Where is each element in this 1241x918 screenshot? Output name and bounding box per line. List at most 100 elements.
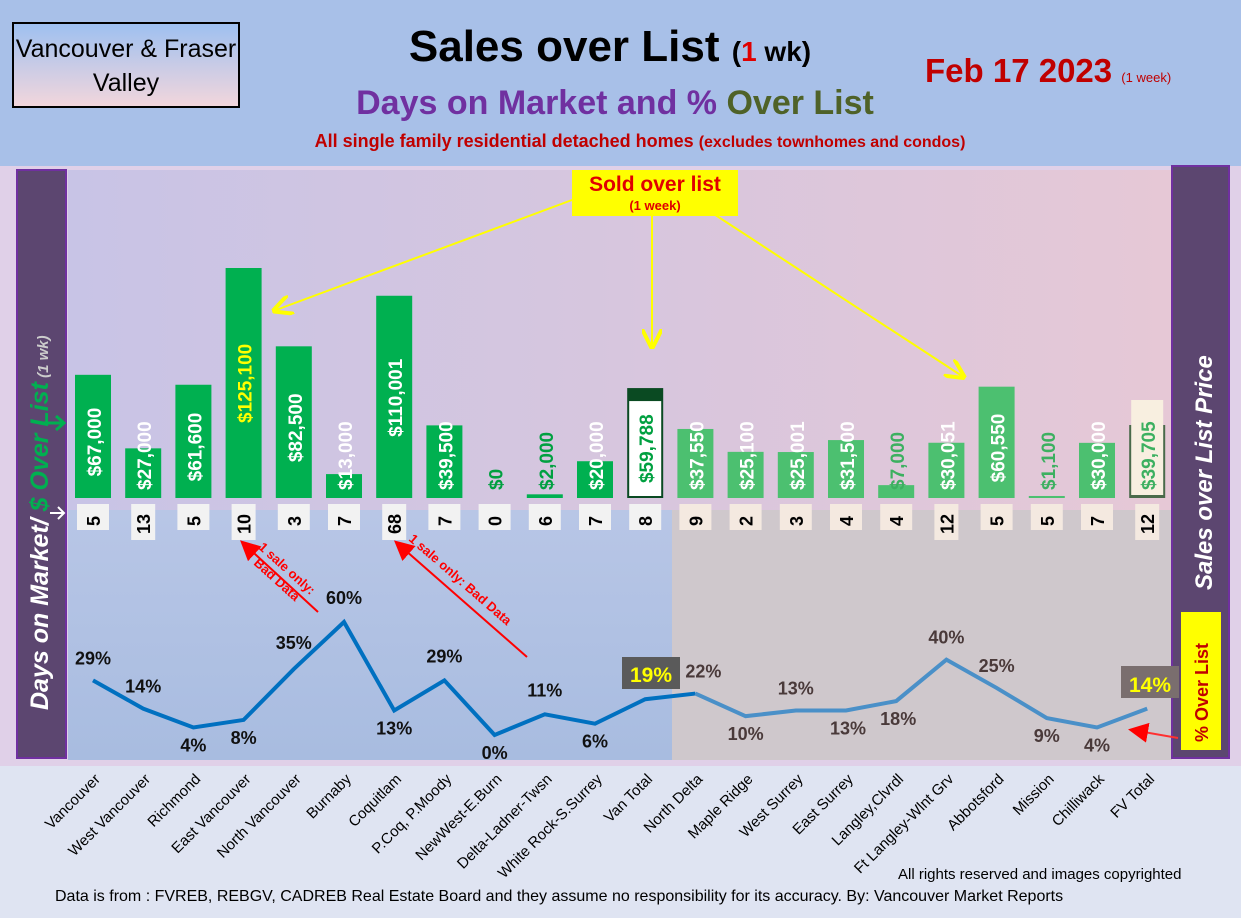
days-box <box>77 504 109 530</box>
days-label: 7 <box>335 516 355 526</box>
bad-data-arrow-2 <box>393 540 528 658</box>
desc-small: (excludes townhomes and condos) <box>698 134 966 151</box>
bar <box>577 461 613 498</box>
days-box <box>478 504 511 530</box>
days-label: 12 <box>1138 514 1158 534</box>
right-axis-label: Sales over List Price <box>1191 355 1218 590</box>
days-box <box>980 504 1013 530</box>
bar <box>326 474 362 498</box>
pct-label: 10% <box>728 724 764 744</box>
pct-label: 6% <box>582 732 608 752</box>
bar-value-label: $39,705 <box>1139 421 1160 490</box>
bar <box>828 440 864 498</box>
days-label: 2 <box>737 516 757 526</box>
pct-label: 40% <box>928 628 964 648</box>
pct-label: 0% <box>482 743 508 763</box>
bar-value-label: $31,500 <box>838 421 859 490</box>
days-label: 7 <box>1088 516 1108 526</box>
pct-label: 18% <box>880 709 916 729</box>
bar-value-label: $37,550 <box>687 421 708 490</box>
pct-label: 22% <box>685 662 721 682</box>
days-label: 3 <box>285 516 305 526</box>
pct-label: 9% <box>1034 726 1060 746</box>
pct-line <box>694 657 1148 730</box>
dollar-arrow-icon <box>40 414 67 432</box>
bar-value-label: $1,100 <box>1039 432 1060 490</box>
pct-box-label: % Over List <box>1192 643 1212 742</box>
callout-box <box>572 170 738 216</box>
callout-text: Sold over list <box>589 173 721 196</box>
days-box <box>1030 504 1063 530</box>
bar-value-label: $39,500 <box>436 421 457 490</box>
days-box <box>328 504 360 530</box>
bar-value-label: $61,600 <box>185 413 206 482</box>
days-box <box>1081 504 1113 530</box>
days-label: 9 <box>686 516 706 526</box>
subtitle-b: Over List <box>726 84 874 122</box>
bar <box>878 485 915 498</box>
days-arrow-icon <box>50 506 66 520</box>
pct-label: 14% <box>125 677 161 697</box>
days-label: 5 <box>988 516 1008 526</box>
bar <box>376 295 413 498</box>
days-box <box>428 504 461 530</box>
days-box <box>629 504 662 530</box>
pct-label: 13% <box>778 679 814 699</box>
bar-value-label: $25,100 <box>738 421 759 490</box>
bar <box>1028 495 1065 498</box>
pct-label: 13% <box>376 719 412 739</box>
days-label: 68 <box>385 514 405 534</box>
days-label: 8 <box>636 516 656 526</box>
date-text: Feb 17 2023 <box>925 52 1122 89</box>
region-label: Vancouver & Fraser Valley <box>12 22 240 108</box>
title-text: Sales over List <box>408 22 720 71</box>
left-b: $ Over List <box>26 380 54 512</box>
days-box <box>1135 504 1160 540</box>
bar <box>526 494 563 498</box>
days-box <box>231 504 256 540</box>
bar <box>777 452 814 498</box>
callout-arrow <box>276 199 573 310</box>
bar-value-label: $110,001 <box>386 358 407 437</box>
x-tick-label: Chilliwack <box>1049 770 1109 830</box>
x-tick-label: FV Total <box>1107 771 1158 822</box>
callout-sub: (1 week) <box>629 198 680 213</box>
bar <box>928 442 965 498</box>
bar-value-label: $2,000 <box>537 432 558 490</box>
pct-label: 8% <box>231 728 257 748</box>
copyright: All rights reserved and images copyright… <box>898 866 1182 883</box>
days-label: 5 <box>1038 516 1058 526</box>
days-label: 4 <box>837 516 857 526</box>
data-source: Data is from : FVREB, REBGV, CADREB Real… <box>55 888 1064 905</box>
left-c: (1 wk) <box>35 335 52 382</box>
bar <box>225 268 262 498</box>
bar <box>978 386 1015 498</box>
fv-total-pct-box <box>1121 666 1179 698</box>
fv-region <box>672 510 1172 760</box>
bar-value-label: $20,000 <box>587 421 608 490</box>
pct-label: 4% <box>180 735 206 755</box>
x-tick-label: Burnaby <box>303 770 355 822</box>
bar-value-label: $0 <box>487 469 508 490</box>
days-box <box>934 504 959 540</box>
days-box <box>177 504 210 530</box>
van-total-pct: 19% <box>630 664 672 687</box>
bar-value-label: $25,001 <box>788 421 809 490</box>
chart-title: Sales over List (1 wk) <box>330 22 890 72</box>
pct-label: 29% <box>75 648 111 668</box>
x-tick-label: Ft Langley-Wlnt Grv <box>851 770 958 877</box>
bar-value-label: $125,100 <box>236 344 257 423</box>
date-small: (1 week) <box>1121 70 1172 85</box>
pct-label: 60% <box>326 588 362 608</box>
title-paren: ( <box>731 36 742 67</box>
days-box <box>131 504 156 540</box>
bar-value-label: $27,000 <box>135 421 156 490</box>
days-label: 7 <box>586 516 606 526</box>
days-box <box>382 504 407 540</box>
left-axis-label: Days on Market/ $ Over List (1 wk) <box>26 335 54 710</box>
bar <box>75 374 111 498</box>
bar <box>125 448 162 498</box>
days-box <box>679 504 712 530</box>
days-label: 7 <box>435 516 455 526</box>
